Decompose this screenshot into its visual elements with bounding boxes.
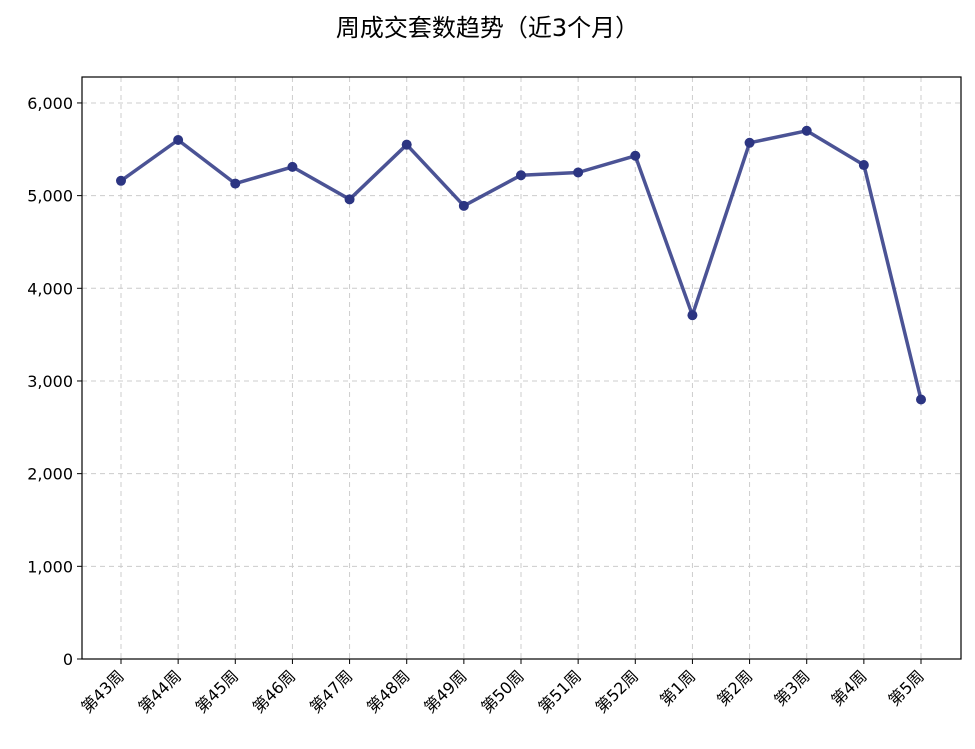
x-tick-label: 第50周 xyxy=(477,666,527,716)
x-tick-label: 第4周 xyxy=(827,666,870,709)
x-tick-label: 第46周 xyxy=(249,666,299,716)
series xyxy=(116,125,926,405)
x-tick-label: 第3周 xyxy=(770,666,813,709)
data-point xyxy=(173,135,184,146)
data-point xyxy=(801,125,812,136)
x-tick-label: 第5周 xyxy=(885,666,928,709)
y-tick-label: 6,000 xyxy=(27,94,73,113)
y-tick-label: 3,000 xyxy=(27,372,73,391)
y-tick-label: 0 xyxy=(63,650,73,669)
x-tick-label: 第45周 xyxy=(192,666,242,716)
axes: 01,0002,0003,0004,0005,0006,000第43周 第44周第… xyxy=(27,94,928,717)
data-point xyxy=(630,150,641,161)
y-tick-label: 2,000 xyxy=(27,465,73,484)
x-tick-label: 第51周 xyxy=(535,666,585,716)
data-point xyxy=(287,161,298,172)
data-point xyxy=(458,200,469,211)
data-point xyxy=(230,178,241,189)
x-tick-label: 第1周 xyxy=(656,666,699,709)
x-tick-label: 第49周 xyxy=(420,666,470,716)
y-tick-label: 5,000 xyxy=(27,187,73,206)
data-point xyxy=(401,139,412,150)
data-point xyxy=(687,310,698,321)
data-point xyxy=(116,175,126,186)
x-tick-label: 第52周 xyxy=(592,666,642,716)
x-tick-label: 第48周 xyxy=(363,666,413,716)
x-tick-label: 第44周 xyxy=(135,666,185,716)
y-tick-label: 4,000 xyxy=(27,279,73,298)
data-point xyxy=(516,170,526,181)
x-tick-label: 第2周 xyxy=(713,666,756,709)
data-point xyxy=(344,194,355,205)
data-point xyxy=(744,137,755,148)
data-point xyxy=(916,394,926,405)
grid xyxy=(82,77,961,660)
data-point xyxy=(573,167,584,178)
chart-title: 周成交套数趋势（近3个月） xyxy=(335,14,640,42)
data-point xyxy=(858,160,869,171)
x-tick-label: 第43周 xyxy=(77,666,127,716)
x-tick-label: 第47周 xyxy=(306,666,356,716)
y-tick-label: 1,000 xyxy=(27,557,73,576)
